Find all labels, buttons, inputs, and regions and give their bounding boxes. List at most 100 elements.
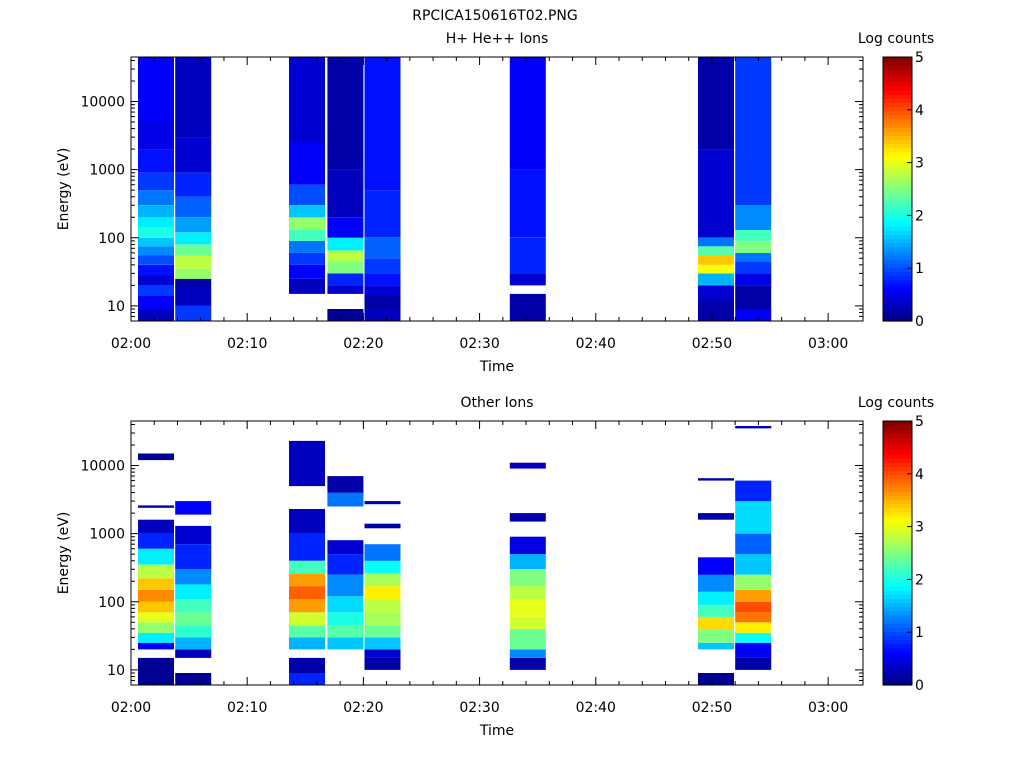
colorbar-step — [883, 131, 912, 136]
panel-title: Other Ions — [460, 395, 533, 411]
spectrogram-cell — [327, 250, 364, 262]
spectrogram-cell — [289, 612, 325, 626]
colorbar-step — [883, 474, 912, 480]
colorbar-label: Log counts — [858, 395, 934, 411]
spectrogram-cell — [364, 598, 401, 613]
colorbar-step — [883, 65, 912, 70]
colorbar-step — [883, 606, 912, 612]
colorbar-step — [883, 151, 912, 157]
colorbar-step — [883, 425, 912, 430]
spectrogram-cell — [138, 255, 174, 265]
y-tick-label: 1000 — [89, 527, 125, 543]
spectrogram-cell — [175, 649, 212, 658]
spectrogram-cell — [289, 264, 325, 279]
x-tick-label: 02:40 — [576, 336, 616, 352]
y-tick-label: 10 — [107, 663, 125, 679]
colorbar-label: Log counts — [858, 31, 934, 47]
spectrogram-cell — [735, 480, 772, 502]
spectrogram-cell — [138, 172, 174, 191]
spectrogram-cell — [138, 612, 174, 623]
colorbar-step — [883, 296, 912, 301]
spectrogram-cell — [364, 637, 401, 650]
colorbar-step — [883, 639, 912, 645]
colorbar-step — [883, 288, 912, 293]
colorbar-step — [883, 614, 912, 620]
colorbar-step — [883, 524, 912, 529]
y-tick-label: 1000 — [89, 163, 125, 179]
spectrogram-cell — [289, 440, 325, 487]
spectrogram-cell — [698, 557, 734, 575]
spectrogram-cell — [138, 57, 174, 122]
colorbar-step — [883, 57, 912, 62]
spectrogram-cell — [289, 142, 325, 185]
colorbar-step — [883, 466, 912, 472]
colorbar-step — [883, 643, 912, 649]
spectrogram-cell — [698, 273, 734, 286]
spectrogram-cell — [698, 513, 734, 520]
spectrogram-cell — [289, 637, 325, 650]
colorbar-step — [883, 242, 912, 248]
colorbar-step — [883, 610, 912, 616]
spectrogram-cell — [289, 573, 325, 587]
spectrogram-cell — [698, 642, 734, 650]
spectrogram-cell — [735, 261, 772, 274]
x-tick-label: 02:10 — [227, 336, 267, 352]
spectrogram-cell — [138, 601, 174, 613]
colorbar-step — [883, 85, 912, 91]
spectrogram-cell — [175, 637, 212, 650]
spectrogram-cell — [735, 622, 772, 633]
spectrogram-column — [138, 57, 174, 321]
spectrogram-cell — [138, 622, 174, 633]
colorbar-step — [883, 184, 912, 190]
spectrogram-cell — [698, 149, 734, 238]
spectrogram-cell — [698, 285, 734, 301]
spectrogram-cell — [364, 625, 401, 638]
spectrogram-cell — [509, 569, 546, 587]
colorbar-tick-label: 2 — [915, 208, 924, 224]
spectrogram-cell — [698, 574, 734, 592]
spectrogram-cell — [364, 309, 401, 321]
spectrogram-column — [509, 57, 546, 321]
colorbar-step — [883, 449, 912, 455]
colorbar-step — [883, 250, 912, 256]
spectrogram-cell — [289, 598, 325, 613]
spectrogram-cell — [364, 657, 401, 670]
colorbar-step — [883, 553, 912, 558]
colorbar-step — [883, 445, 912, 451]
spectrogram-cell — [138, 190, 174, 206]
colorbar-step — [883, 573, 912, 579]
spectrogram-cell — [509, 554, 546, 570]
x-tick-label: 02:50 — [692, 700, 732, 716]
spectrogram-cell — [138, 237, 174, 247]
colorbar-step — [883, 441, 912, 447]
colorbar-step — [883, 164, 912, 169]
spectrogram-cell — [364, 190, 401, 238]
spectrogram-cell — [175, 255, 212, 269]
spectrogram-cell — [175, 584, 212, 599]
colorbar-step — [883, 94, 912, 99]
colorbar-step — [883, 168, 912, 174]
colorbar-step — [883, 98, 912, 103]
spectrogram-column — [327, 476, 364, 650]
spectrogram-cell — [698, 255, 734, 265]
plot-frame — [130, 420, 864, 686]
spectrogram-cell — [175, 268, 212, 279]
colorbar-tick-label: 3 — [915, 156, 924, 172]
spectrogram-cell — [138, 285, 174, 296]
spectrogram-cell — [364, 295, 401, 309]
colorbar-step — [883, 118, 912, 124]
spectrogram-cell — [138, 589, 174, 602]
colorbar-step — [883, 304, 912, 310]
spectrogram-cell — [175, 217, 212, 233]
colorbar-step — [883, 123, 912, 128]
colorbar-step — [883, 660, 912, 665]
colorbar-frame — [882, 420, 913, 686]
spectrogram-cell — [327, 237, 364, 251]
colorbar-step — [883, 540, 912, 546]
spectrogram-cell — [327, 574, 364, 597]
colorbar-step — [883, 259, 912, 264]
spectrogram-cell — [735, 612, 772, 623]
spectrogram-cell — [509, 169, 546, 238]
y-axis-label: Energy (eV) — [56, 512, 72, 595]
spectrogram-column — [175, 501, 212, 685]
